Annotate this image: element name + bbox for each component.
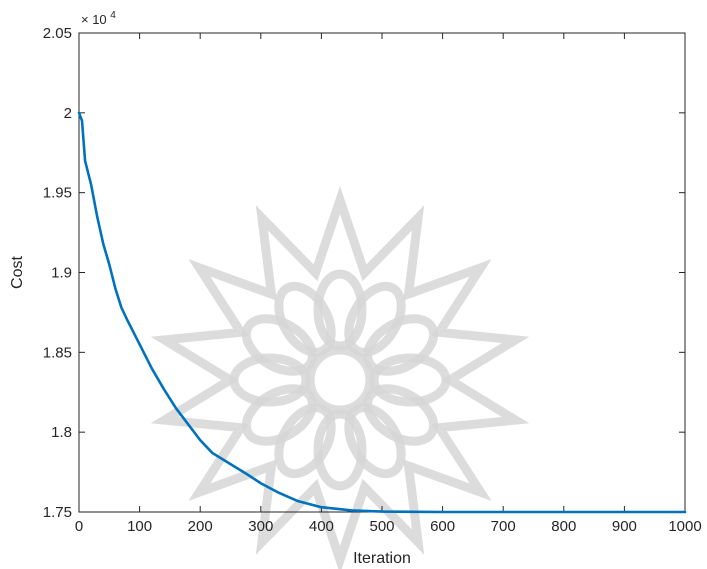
x-tick-label: 800 [551,518,576,535]
y-exponent-base: × 10 [81,12,107,27]
x-tick-label: 600 [430,518,455,535]
watermark-star-outline [150,185,530,569]
watermark-center [305,345,375,415]
x-tick-label: 700 [491,518,516,535]
star-rosette-watermark-icon [150,185,530,569]
y-tick-label: 2.05 [43,25,72,42]
y-exponent-power: 4 [110,10,116,21]
x-tick-label: 900 [612,518,637,535]
x-tick-label: 100 [127,518,152,535]
y-tick-label: 1.85 [43,344,72,361]
y-tick-label: 1.95 [43,185,72,202]
series-group [77,111,687,514]
y-tick-label: 2 [64,105,72,122]
cost-series-line [77,111,687,514]
y-tick-label: 1.9 [51,265,72,282]
y-tick-label: 1.8 [51,424,72,441]
axes-box [78,32,686,513]
x-tick-label: 0 [75,518,83,535]
x-tick-label: 1000 [668,518,701,535]
y-axis-ticks: 1.75 1.8 1.85 1.9 1.95 2 2.05 [43,25,685,521]
y-axis-label: Cost [9,256,26,289]
x-tick-label: 300 [248,518,273,535]
y-exponent-label: × 10 4 [81,10,116,27]
plot-area: 0 100 200 300 400 500 600 700 800 900 1000 1.75 1.8… [43,25,702,535]
x-axis-label: Iteration [353,550,411,567]
x-tick-label: 200 [188,518,213,535]
x-tick-label: 400 [309,518,334,535]
x-tick-label: 500 [369,518,394,535]
x-axis-ticks: 0 100 200 300 400 500 600 700 800 900 1000 [75,33,702,535]
y-tick-label: 1.75 [43,504,72,521]
